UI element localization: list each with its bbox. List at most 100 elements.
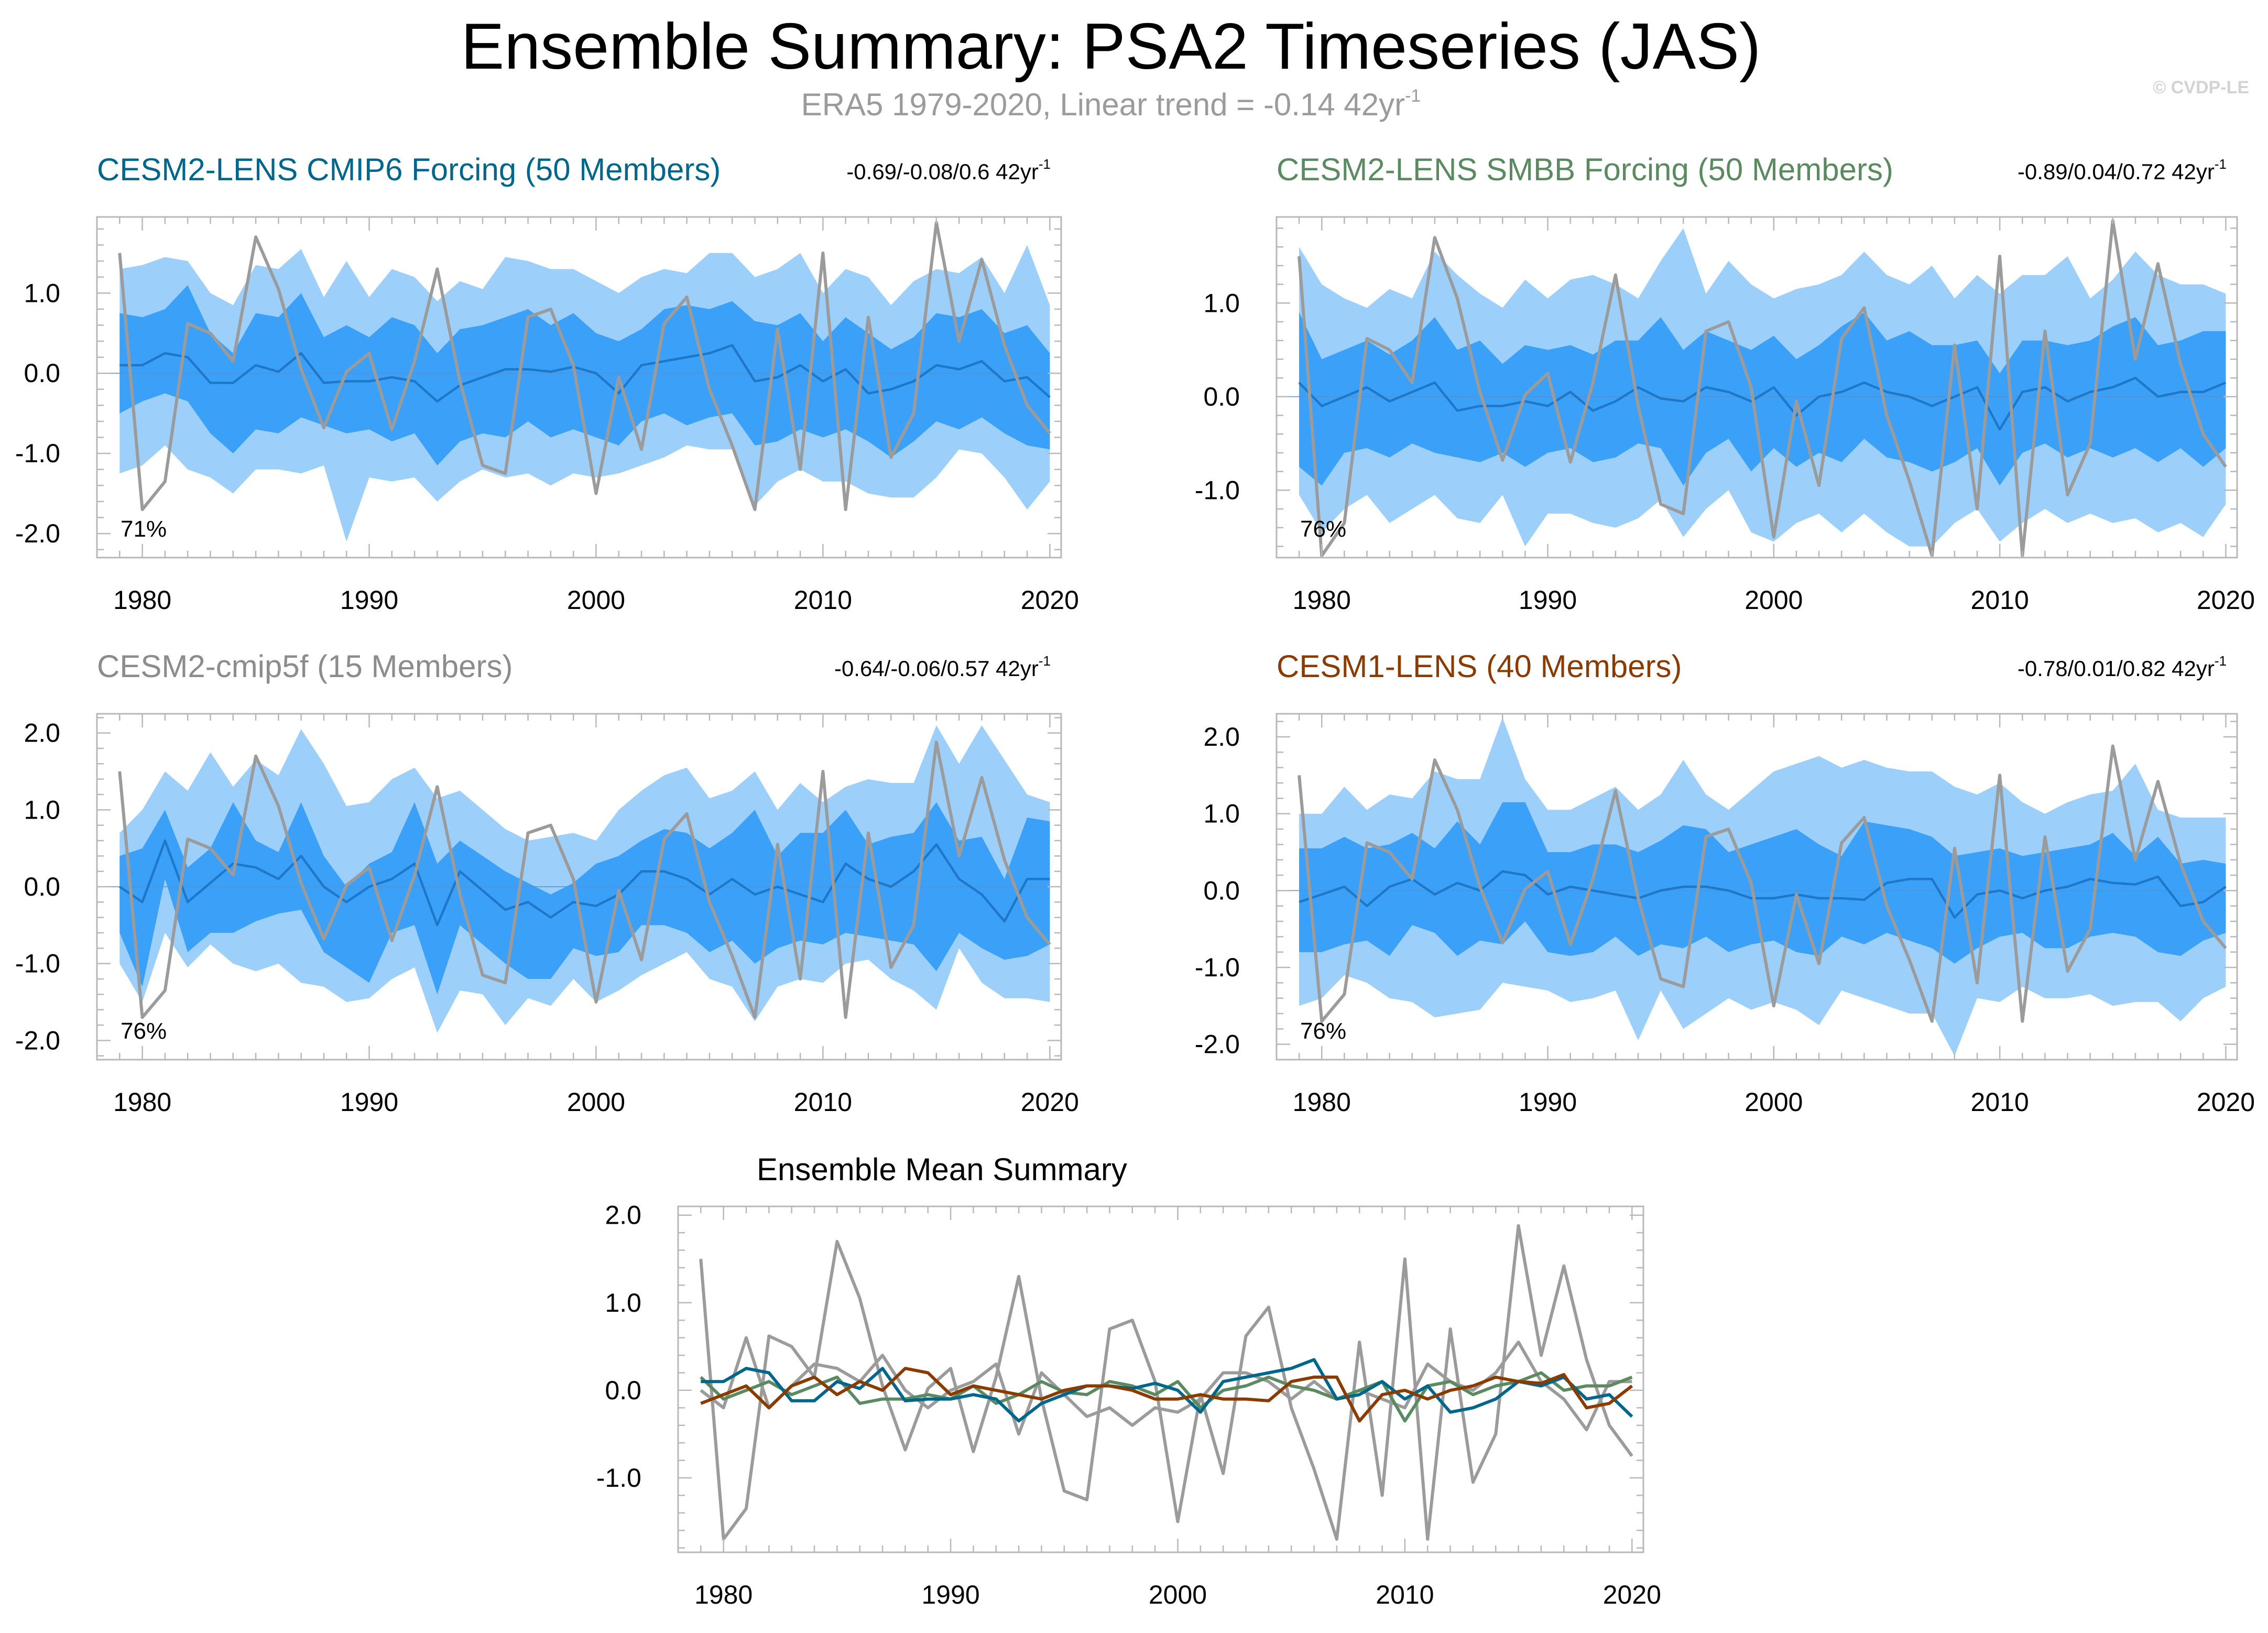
inner-percentile-band xyxy=(119,285,1050,466)
panel-title: CESM1-LENS (40 Members) xyxy=(1277,649,1682,684)
x-tick-label: 1980 xyxy=(113,585,171,615)
y-tick-label: 1.0 xyxy=(605,1288,641,1318)
y-tick-label: 2.0 xyxy=(1203,722,1240,752)
series-line-5 xyxy=(700,1367,1633,1423)
x-tick-label: 1980 xyxy=(1293,1087,1351,1117)
series-line-1 xyxy=(699,1224,1633,1541)
x-tick-label: 2000 xyxy=(1149,1580,1207,1609)
chart-panel-4: 1980 1990 2000 2010 2020 -2.0 -1.0 0.0 1.0 2.0 CES… xyxy=(1195,649,2255,1117)
panel-title: CESM2-cmip5f (15 Members) xyxy=(97,649,513,684)
x-tick-label: 2010 xyxy=(794,585,852,615)
observed-era5-line xyxy=(1297,219,2227,558)
percent-within-range-label: 71% xyxy=(121,516,167,542)
y-tick-label: -2.0 xyxy=(15,1026,60,1055)
x-tick-label: 2000 xyxy=(1744,585,1803,615)
x-tick-label: 2010 xyxy=(1971,1087,2029,1117)
trend-range: -0.64/-0.06/0.57 42yr-1 xyxy=(834,653,1051,681)
x-tick-label: 1980 xyxy=(694,1580,753,1609)
y-tick-label: 2.0 xyxy=(24,718,60,748)
y-tick-label: 1.0 xyxy=(24,278,60,308)
y-tick-label: -1.0 xyxy=(596,1463,641,1493)
plot-area xyxy=(1277,219,2237,558)
x-tick-label: 2020 xyxy=(1603,1580,1661,1609)
y-tick-label: 1.0 xyxy=(1203,288,1240,318)
y-tick-label: 0.0 xyxy=(24,872,60,901)
plot-frame xyxy=(677,1205,1644,1553)
figure-title: Ensemble Summary: PSA2 Timeseries (JAS) xyxy=(461,10,1761,83)
trend-exponent: -1 xyxy=(2215,653,2227,669)
chart-panel-1: 1980 1990 2000 2010 2020 -2.0 -1.0 0.0 1.0 CESM2-… xyxy=(15,152,1079,615)
x-tick-label: 1990 xyxy=(340,585,398,615)
panel-title: Ensemble Mean Summary xyxy=(757,1152,1127,1187)
observed-era5-line xyxy=(118,221,1051,511)
y-tick-label: 1.0 xyxy=(24,795,60,824)
percent-within-range-label: 76% xyxy=(1300,1018,1346,1044)
y-tick-label: -1.0 xyxy=(1195,953,1240,982)
x-tick-label: 2010 xyxy=(1376,1580,1434,1609)
plot-frame xyxy=(1275,216,2238,559)
y-tick-label: 1.0 xyxy=(1203,799,1240,829)
chart-panel-2: 1980 1990 2000 2010 2020 -1.0 0.0 1.0 CESM2-LENS… xyxy=(1195,152,2255,615)
chart-panel-3: 1980 1990 2000 2010 2020 -2.0 -1.0 0.0 1.0 2.0 CES… xyxy=(15,649,1079,1117)
y-tick-label: -2.0 xyxy=(15,519,60,548)
y-tick-label: 0.0 xyxy=(1203,876,1240,905)
y-tick-label: 2.0 xyxy=(605,1201,641,1230)
plot-frame xyxy=(1275,713,2238,1061)
panel-title: CESM2-LENS SMBB Forcing (50 Members) xyxy=(1277,152,1893,187)
y-tick-label: 0.0 xyxy=(605,1376,641,1405)
x-tick-label: 1990 xyxy=(921,1580,979,1609)
trend-exponent: -1 xyxy=(2215,156,2227,172)
x-tick-label: 1990 xyxy=(340,1087,398,1117)
x-tick-label: 2000 xyxy=(567,585,625,615)
x-tick-label: 1980 xyxy=(113,1087,171,1117)
watermark: © CVDP-LE xyxy=(2153,78,2249,97)
trend-range: -0.69/-0.08/0.6 42yr-1 xyxy=(846,156,1051,184)
x-tick-label: 2020 xyxy=(2197,1087,2255,1117)
plot-frame xyxy=(96,216,1062,559)
y-tick-label: -1.0 xyxy=(15,439,60,468)
trend-exponent: -1 xyxy=(1039,156,1051,172)
x-tick-label: 2000 xyxy=(567,1087,625,1117)
x-tick-label: 1990 xyxy=(1519,1087,1577,1117)
observed-era5-line xyxy=(118,741,1051,1019)
ensemble-mean-line xyxy=(1299,870,2227,919)
figure-subtitle: ERA5 1979-2020, Linear trend = -0.14 42y… xyxy=(0,86,2222,123)
y-tick-label: 0.0 xyxy=(1203,382,1240,411)
series-line-4 xyxy=(701,1358,1633,1423)
x-tick-label: 1980 xyxy=(1293,585,1351,615)
x-tick-label: 2000 xyxy=(1744,1087,1803,1117)
trend-range: -0.78/0.01/0.82 42yr-1 xyxy=(2018,653,2227,681)
subtitle-text: ERA5 1979-2020, Linear trend = -0.14 42y… xyxy=(801,87,1405,122)
chart-panel-5: 1980 1990 2000 2010 2020 -1.0 0.0 1.0 2.0 Ensembl… xyxy=(596,1152,1661,1609)
series-line-2 xyxy=(700,1336,1632,1436)
x-tick-label: 1990 xyxy=(1519,585,1577,615)
trend-range: -0.89/0.04/0.72 42yr-1 xyxy=(2018,156,2227,184)
plot-area xyxy=(97,725,1061,1033)
observed-era5-line xyxy=(1297,744,2227,1023)
x-tick-label: 2010 xyxy=(1971,585,2029,615)
x-tick-label: 2020 xyxy=(2197,585,2255,615)
y-tick-label: -1.0 xyxy=(15,949,60,978)
subtitle-exponent: -1 xyxy=(1405,86,1421,106)
x-tick-label: 2010 xyxy=(794,1087,852,1117)
y-tick-label: -2.0 xyxy=(1195,1030,1240,1059)
ensemble-mean-line xyxy=(119,839,1050,927)
x-tick-label: 2020 xyxy=(1021,585,1079,615)
y-tick-label: 0.0 xyxy=(24,358,60,388)
plot-area xyxy=(97,221,1061,542)
plot-area xyxy=(1277,717,2237,1056)
inner-percentile-band xyxy=(1299,312,2226,486)
ensemble-mean-line xyxy=(119,344,1051,403)
percent-within-range-label: 76% xyxy=(121,1018,167,1044)
percent-within-range-label: 76% xyxy=(1300,516,1346,542)
inner-percentile-band xyxy=(1299,802,2226,964)
inner-percentile-band xyxy=(119,802,1050,995)
ensemble-mean-line xyxy=(1298,376,2227,431)
trend-exponent: -1 xyxy=(1039,653,1051,669)
x-tick-label: 2020 xyxy=(1021,1087,1079,1117)
y-tick-label: -1.0 xyxy=(1195,475,1240,505)
panel-title: CESM2-LENS CMIP6 Forcing (50 Members) xyxy=(97,152,721,187)
plot-area xyxy=(699,1224,1633,1541)
